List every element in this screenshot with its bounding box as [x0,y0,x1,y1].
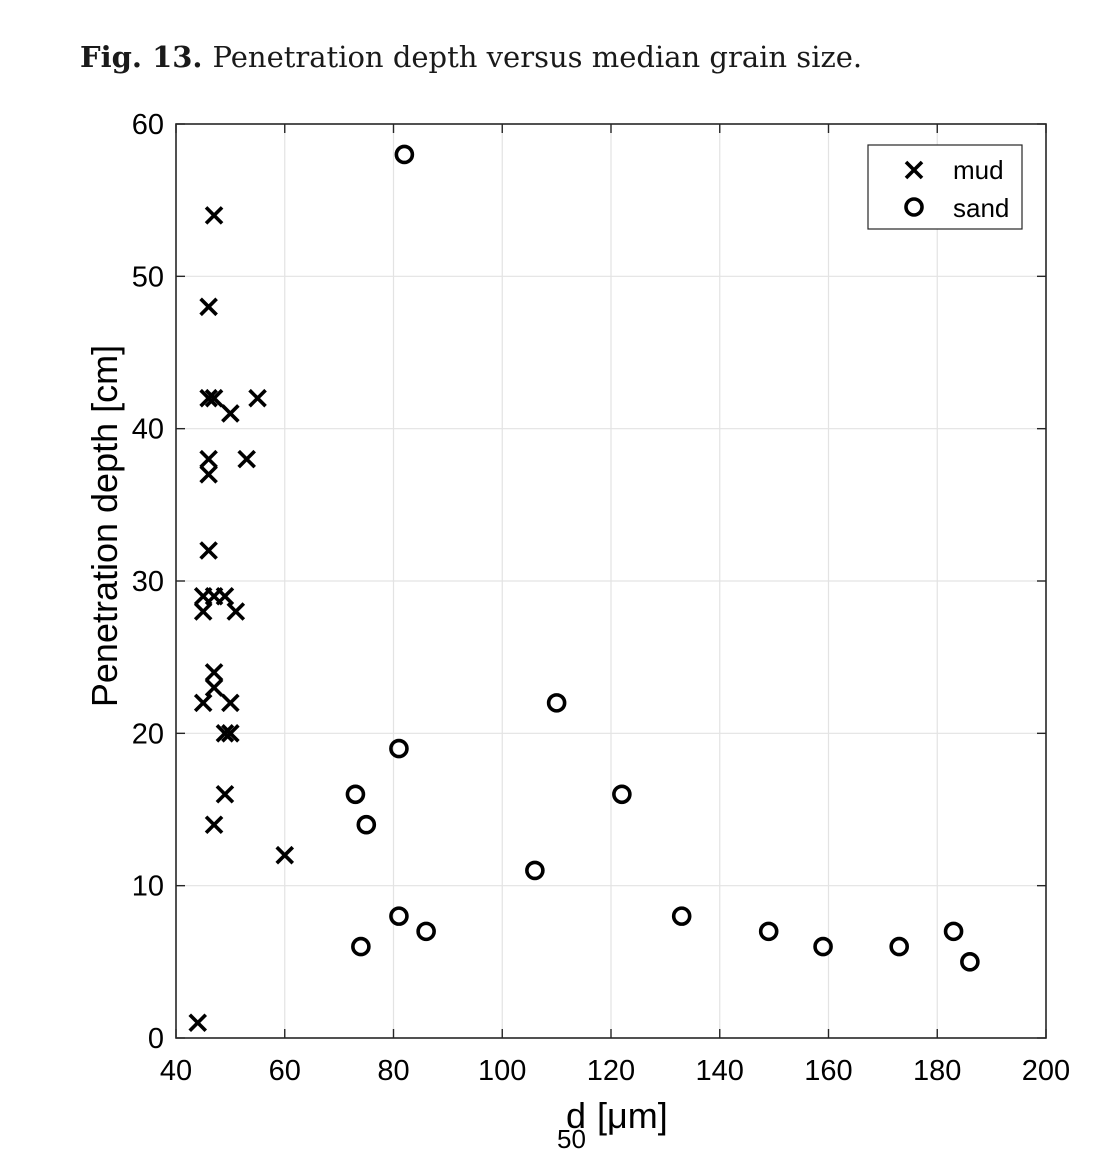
legend-sand-label: sand [953,193,1009,223]
legend-circle-marker-icon [904,197,924,217]
mud-point [237,449,256,469]
sand-point [813,936,833,957]
y-axis-tick-labels: 0 10 20 30 40 50 60 [132,109,164,1055]
y-tick-label: 20 [132,718,164,750]
legend: mud sand [867,144,1023,230]
mud-point [204,663,224,682]
sand-point [671,906,692,926]
y-tick-label: 0 [148,1023,164,1055]
x-axis-label-main: d [566,1095,586,1136]
figure-caption-text: Penetration depth versus median grain si… [212,40,863,74]
mud-point [193,693,213,713]
mud-point [188,1013,208,1033]
mud-point [199,388,218,408]
legend-box [867,144,1023,230]
sand-point [389,738,409,759]
mud-point [204,815,224,835]
mud-point [204,206,224,225]
legend-sand-marker [904,197,924,217]
x-axis-label: d [566,1095,586,1136]
x-tick-label: 140 [696,1055,744,1087]
x-tick-label: 80 [377,1055,409,1087]
sand-point [356,814,377,835]
y-tick-label: 10 [132,871,164,903]
mud-point [248,388,267,408]
mud-point [199,449,218,469]
mud-point [275,845,295,865]
sand-point [394,144,415,165]
x-tick-label: 180 [913,1055,961,1087]
mud-point [204,388,224,408]
grid-lines [176,124,1046,1038]
mud-point [215,586,235,606]
x-tick-label: 100 [478,1055,526,1087]
mud-point [199,541,218,560]
x-tick-label: 60 [269,1055,301,1087]
sand-point [758,921,779,942]
mud-point [215,724,235,743]
sand-point [351,936,371,957]
sand-point [612,784,632,805]
axis-ticks [175,123,1047,1039]
mud-point [221,693,240,713]
sand-point [943,921,964,942]
x-tick-label: 120 [587,1055,635,1087]
sand-point [525,860,545,881]
sand-point [960,952,980,972]
y-axis-label: Penetration depth [cm] [84,345,125,707]
mud-point [221,724,240,743]
x-axis-tick-labels: 40 60 80 100 120 140 160 180 200 [160,1055,1070,1087]
sand-point [416,921,436,942]
legend-x-marker-icon [904,160,924,180]
sand-point [345,784,366,805]
mud-point [226,602,246,621]
x-tick-label: 200 [1022,1055,1070,1087]
y-tick-label: 40 [132,414,164,446]
mud-point [221,404,240,423]
mud-point [193,602,213,621]
x-tick-label: 40 [160,1055,192,1087]
sand-point [889,936,909,957]
x-tick-label: 160 [804,1055,852,1087]
figure-caption-label: Fig. 13. [80,40,203,74]
mud-point [199,465,218,484]
mud-point [199,297,218,317]
mud-point [215,784,235,804]
figure-caption: Fig. 13. Penetration depth versus median … [80,40,862,74]
mud-point [204,678,224,697]
legend-mud-marker [904,160,924,180]
y-tick-label: 60 [132,109,164,141]
legend-mud-label: mud [953,155,1004,185]
x-axis-label-unit: [μm] [597,1095,668,1136]
y-tick-label: 50 [132,261,164,293]
sand-point [389,906,409,926]
sand-point [546,693,567,713]
data-markers [188,144,980,1033]
y-tick-label: 30 [132,566,164,598]
x-axis-label-subscript: 50 [557,1124,586,1154]
